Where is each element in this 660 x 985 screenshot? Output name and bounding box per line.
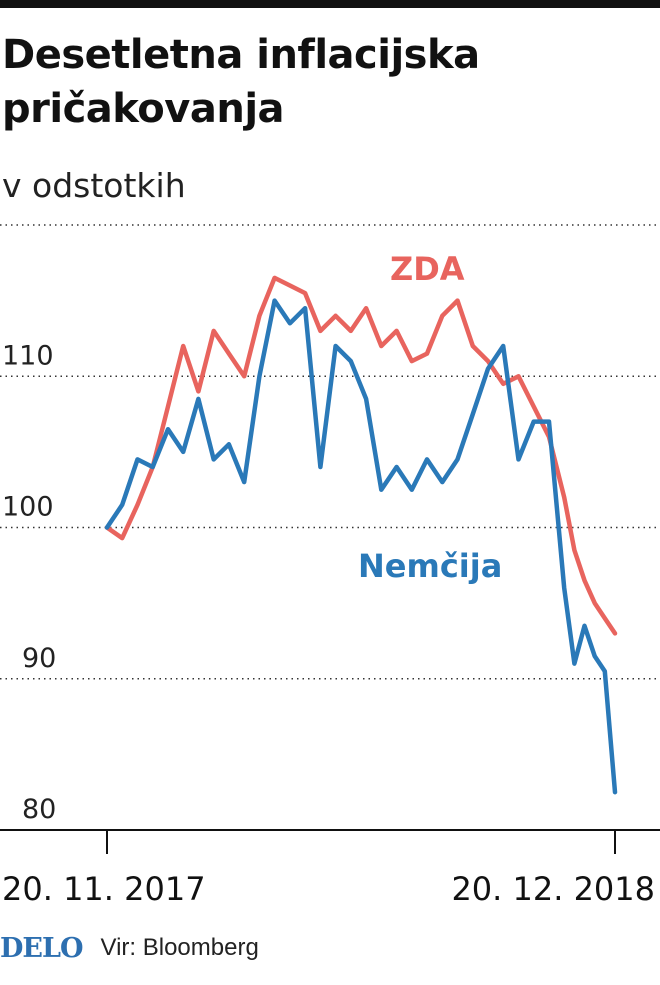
series-labels: ZDA Nemčija <box>358 250 502 585</box>
series-label-nemcija: Nemčija <box>358 547 502 585</box>
x-tick-label: 20. 12. 2018 <box>451 870 655 908</box>
x-ticks: 20. 11. 2017 20. 12. 2018 <box>2 830 655 908</box>
x-tick-label: 20. 11. 2017 <box>2 870 206 908</box>
line-chart: 80 90 100 110 20. 11. 2017 20. 12. 2018 ZDA N… <box>0 224 660 908</box>
top-rule <box>0 0 660 8</box>
source-note: Vir: Bloomberg <box>100 934 259 961</box>
series-label-zda: ZDA <box>390 250 465 288</box>
chart-title: Desetletna inflacijska pričakovanja <box>2 32 480 132</box>
y-tick-label: 80 <box>22 794 56 825</box>
series-line-nemcija <box>104 298 618 795</box>
series-lines <box>104 275 618 795</box>
y-tick-label: 100 <box>2 492 54 523</box>
chart-subtitle: v odstotkih <box>2 166 186 205</box>
y-tick-label: 90 <box>22 643 56 674</box>
y-tick-label: 110 <box>2 340 54 371</box>
footer: DELO Vir: Bloomberg <box>0 928 259 968</box>
delo-logo: DELO <box>0 932 83 964</box>
y-tick-labels: 80 90 100 110 <box>2 340 56 825</box>
grid-lines <box>0 224 660 680</box>
